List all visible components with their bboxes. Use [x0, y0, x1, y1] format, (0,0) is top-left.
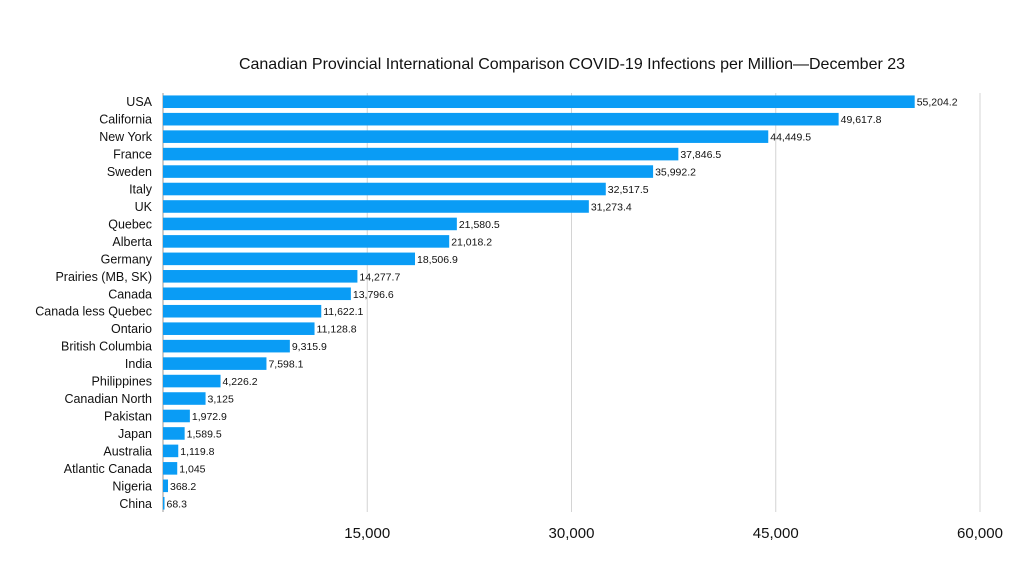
- category-label: Sweden: [107, 165, 152, 179]
- bar: [163, 252, 416, 266]
- x-axis-tick-labels: 15,000 30,000 45,000 60,000: [344, 525, 1003, 542]
- bar: [163, 112, 839, 126]
- x-tick-label: 15,000: [344, 525, 390, 542]
- value-label: 55,204.2: [917, 97, 958, 109]
- value-label: 11,128.8: [317, 324, 357, 336]
- value-label: 4,226.2: [223, 376, 258, 388]
- x-tick-label: 30,000: [549, 525, 595, 542]
- value-label: 1,119.8: [180, 446, 214, 458]
- category-label: India: [125, 357, 152, 371]
- category-label: Alberta: [112, 235, 152, 249]
- value-label: 3,125: [208, 394, 234, 406]
- bar: [163, 200, 589, 213]
- category-label: New York: [99, 130, 153, 144]
- category-label: UK: [135, 200, 153, 214]
- bar: [163, 444, 179, 458]
- value-label: 1,589.5: [187, 428, 222, 440]
- bar: [163, 357, 267, 370]
- value-label: 9,315.9: [292, 341, 327, 353]
- value-label: 13,796.6: [353, 289, 394, 301]
- value-label: 21,018.2: [451, 236, 492, 248]
- value-label: 37,846.5: [680, 149, 721, 161]
- bar: [163, 165, 654, 178]
- value-label: 1,045: [179, 463, 205, 475]
- category-label: Italy: [129, 183, 153, 197]
- value-label: 32,517.5: [608, 184, 649, 196]
- value-label: 7,598.1: [268, 359, 303, 371]
- category-label: Canada less Quebec: [35, 305, 152, 319]
- bar: [163, 235, 450, 248]
- category-label: Nigeria: [112, 479, 152, 493]
- x-tick-label: 60,000: [957, 525, 1003, 542]
- category-label: France: [113, 148, 152, 162]
- category-label: China: [119, 497, 152, 511]
- value-label: 68.3: [167, 498, 188, 510]
- bar: [163, 409, 190, 423]
- bar: [163, 427, 185, 440]
- bar: [163, 392, 206, 405]
- bar: [163, 95, 915, 109]
- value-label: 35,992.2: [655, 167, 696, 179]
- category-label: Prairies (MB, SK): [55, 270, 152, 284]
- category-label: Ontario: [111, 322, 152, 336]
- bar: [163, 304, 322, 318]
- bars: [163, 95, 915, 510]
- category-label: Pakistan: [104, 409, 152, 423]
- value-label: 21,580.5: [459, 219, 500, 231]
- value-label: 49,617.8: [841, 114, 882, 126]
- bar: [163, 287, 351, 301]
- category-label: Canada: [108, 287, 152, 301]
- value-label: 31,273.4: [591, 201, 632, 213]
- category-label: Japan: [118, 427, 152, 441]
- category-label: Australia: [103, 444, 152, 458]
- value-label: 11,622.1: [323, 306, 363, 318]
- category-label: Germany: [101, 252, 153, 266]
- value-label: 368.2: [170, 481, 196, 493]
- bar: [163, 270, 358, 283]
- bar: [163, 496, 165, 510]
- category-label: British Columbia: [61, 340, 152, 354]
- bar: [163, 182, 606, 196]
- bar: [163, 322, 315, 335]
- category-labels: USA California New York France Sweden Italy UK…: [35, 95, 152, 511]
- bar: [163, 339, 290, 353]
- bar: [163, 479, 169, 493]
- category-label: California: [99, 113, 152, 127]
- category-label: Canadian North: [64, 392, 152, 406]
- x-tick-label: 45,000: [753, 525, 799, 542]
- gridlines: [162, 93, 981, 512]
- bar: [163, 217, 457, 231]
- bar: [163, 462, 178, 475]
- chart-title: Canadian Provincial International Compar…: [239, 56, 905, 73]
- bar: [163, 130, 769, 143]
- category-label: Quebec: [108, 217, 152, 231]
- bar: [163, 374, 221, 388]
- value-label: 1,972.9: [192, 411, 227, 423]
- value-label: 14,277.7: [359, 271, 400, 283]
- category-label: USA: [126, 95, 152, 109]
- value-label: 44,449.5: [770, 132, 811, 144]
- bar: [163, 147, 679, 161]
- value-label: 18,506.9: [417, 254, 458, 266]
- value-labels: 55,204.2 49,617.8 44,449.5 37,846.5 35,992.2…: [167, 97, 958, 511]
- category-label: Philippines: [92, 375, 152, 389]
- category-label: Atlantic Canada: [64, 462, 152, 476]
